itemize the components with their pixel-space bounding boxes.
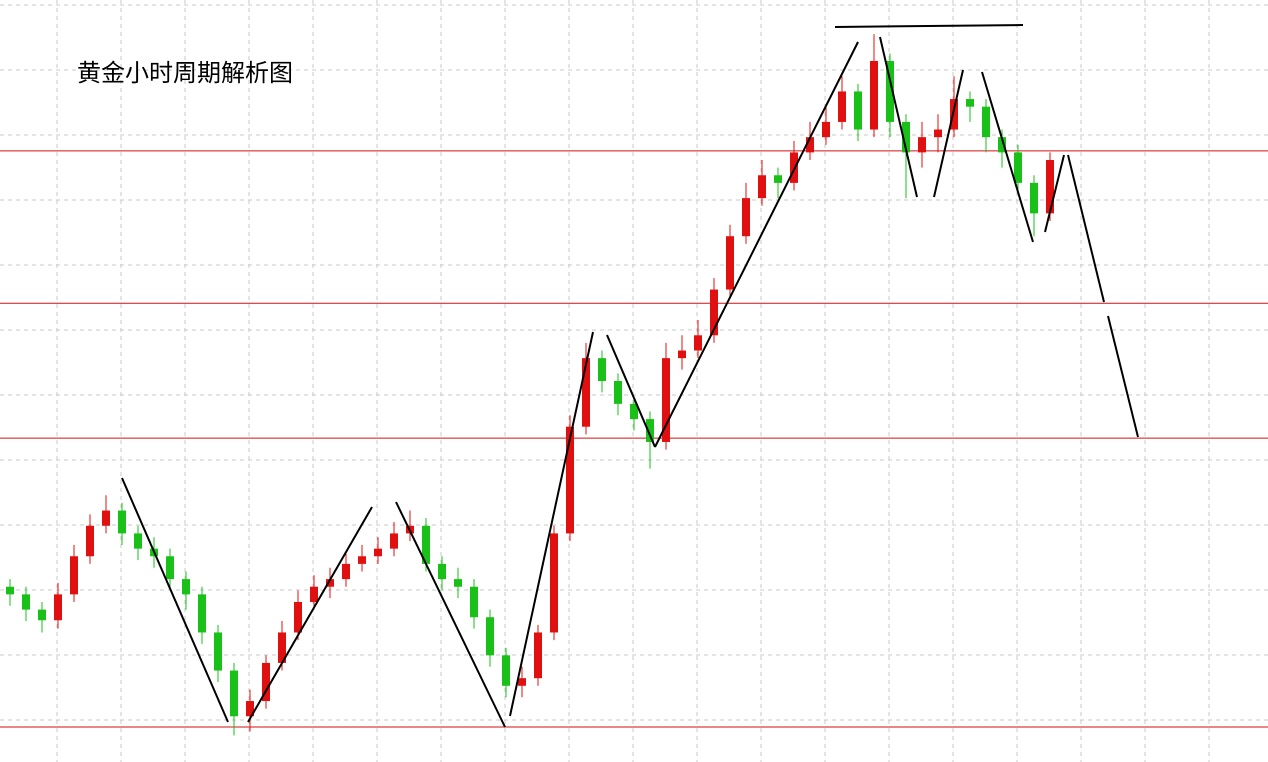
candle-body [262, 662, 270, 702]
candle-body [614, 381, 622, 404]
trend-line [981, 71, 1034, 243]
candle-body [742, 198, 750, 237]
trend-line [1044, 154, 1065, 233]
candle-body [966, 99, 974, 107]
trend-line [1107, 315, 1139, 438]
candle-body [182, 579, 190, 595]
candle-body [838, 91, 846, 122]
candle-body [310, 586, 318, 602]
candle-body [470, 586, 478, 618]
candle-body [358, 556, 366, 564]
candle-body [22, 594, 30, 610]
candle-body [758, 175, 766, 199]
candle-body [86, 525, 94, 557]
trend-line [121, 477, 229, 723]
candle-body [1014, 152, 1022, 183]
candle-body [454, 579, 462, 587]
candle-body [550, 533, 558, 633]
candle-body [518, 678, 526, 686]
candle-body [646, 419, 654, 442]
trend-line [606, 334, 656, 448]
candle-body [822, 121, 830, 138]
candle-body [230, 670, 238, 717]
candle-body [390, 533, 398, 549]
candle-body [806, 137, 814, 153]
candle-body [998, 137, 1006, 153]
candle-body [582, 358, 590, 427]
candle-body [886, 60, 894, 122]
candle-body [198, 594, 206, 633]
candle-body [726, 236, 734, 290]
trend-line [395, 501, 506, 728]
candle-body [214, 632, 222, 671]
candle-body [166, 556, 174, 580]
trend-line [509, 331, 594, 717]
trend-line [933, 69, 964, 198]
trend-line [247, 506, 373, 723]
candle-body [6, 586, 14, 595]
trend-line [654, 41, 859, 448]
candle-body [134, 533, 142, 549]
candle-body [294, 601, 302, 633]
trend-line [1067, 154, 1105, 303]
candle-body [38, 609, 46, 621]
candle-body [950, 99, 958, 130]
candle-body [278, 632, 286, 663]
candle-body [694, 335, 702, 351]
candle-body [1046, 160, 1054, 214]
candle-body [54, 594, 62, 621]
candle-body [710, 289, 718, 336]
candle-body [630, 403, 638, 420]
levels [0, 150, 1268, 728]
candle-body [774, 175, 782, 183]
candle-body [118, 510, 126, 534]
trend-line [834, 24, 1024, 28]
candle-body [246, 701, 254, 717]
candle-body [918, 137, 926, 153]
candle-body [662, 358, 670, 442]
candle-body [502, 655, 510, 686]
trend-line [879, 36, 918, 198]
candle-body [70, 556, 78, 595]
candle-body [102, 510, 110, 526]
candle-body [870, 60, 878, 130]
candle-body [422, 525, 430, 564]
candle-body [598, 358, 606, 381]
candle-body [934, 129, 942, 138]
candle-body [982, 106, 990, 138]
candle-body [438, 563, 446, 580]
candle-body [342, 563, 350, 580]
candle-body [326, 579, 334, 587]
chart-title: 黄金小时周期解析图 [77, 59, 293, 87]
candle-body [1030, 182, 1038, 214]
candle-body [486, 617, 494, 656]
candle-body [534, 632, 542, 679]
candle-body [854, 91, 862, 130]
candle-body [374, 548, 382, 557]
trend-lines [121, 24, 1139, 728]
candle-body [566, 426, 574, 534]
candle-body [678, 350, 686, 359]
candle-body [902, 121, 910, 153]
candles [6, 34, 1054, 736]
